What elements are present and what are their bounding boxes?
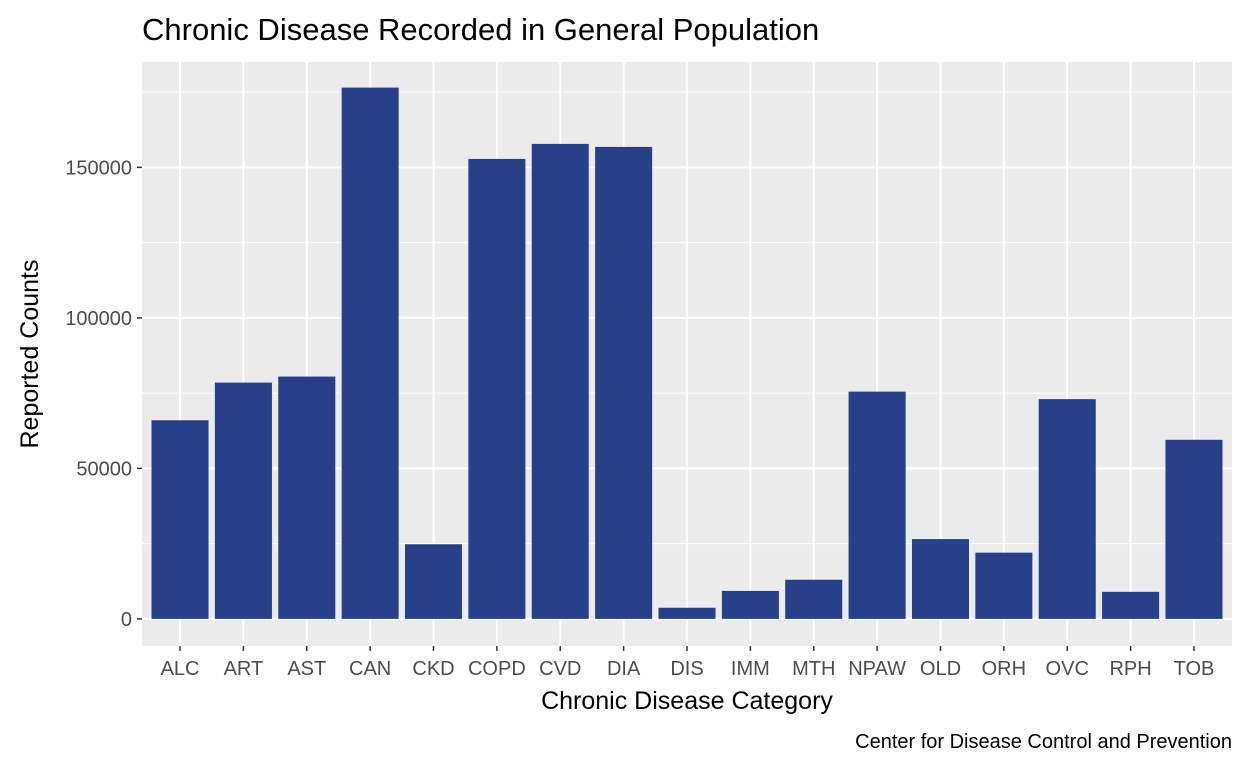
bar-dia — [595, 146, 653, 619]
bar-imm — [721, 590, 779, 619]
x-tick-label: COPD — [468, 658, 526, 680]
bars — [151, 87, 1223, 619]
x-tick-label: TOB — [1174, 658, 1215, 680]
y-tick-label: 150000 — [65, 157, 132, 179]
x-tick-label: CAN — [349, 658, 391, 680]
bar-dis — [658, 607, 716, 619]
chart-caption: Center for Disease Control and Preventio… — [855, 731, 1232, 753]
y-tick-label: 0 — [121, 609, 132, 631]
x-tick-label: IMM — [731, 658, 770, 680]
x-tick-label: MTH — [792, 658, 835, 680]
y-tick-label: 100000 — [65, 308, 132, 330]
bar-ast — [278, 376, 336, 619]
x-tick-label: AST — [287, 658, 326, 680]
x-tick-label: NPAW — [848, 658, 906, 680]
x-axis: ALC ART AST CAN CKD COPD CVD DIA DIS IMM MTH NPAW OL… — [161, 646, 1215, 680]
bar-old — [911, 539, 970, 619]
x-tick-label: CVD — [539, 658, 581, 680]
bar-npaw — [848, 391, 906, 619]
chart-title: Chronic Disease Recorded in General Popu… — [142, 12, 819, 47]
bar-cvd — [531, 143, 589, 619]
bar-rph — [1102, 591, 1160, 619]
x-tick-label: OVC — [1046, 658, 1089, 680]
bar-alc — [151, 420, 209, 619]
x-axis-title: Chronic Disease Category — [541, 687, 833, 715]
x-tick-label: OLD — [920, 658, 961, 680]
x-tick-label: ALC — [161, 658, 200, 680]
bar-copd — [468, 158, 526, 619]
x-tick-label: CKD — [412, 658, 454, 680]
x-tick-label: ORH — [982, 658, 1026, 680]
x-tick-label: DIS — [670, 658, 703, 680]
bar-ovc — [1038, 399, 1096, 619]
x-tick-label: DIA — [607, 658, 641, 680]
bar-orh — [975, 552, 1033, 619]
bar-art — [214, 382, 272, 619]
bar-mth — [785, 579, 843, 619]
y-axis: 0 50000 100000 150000 — [65, 157, 142, 631]
x-tick-label: RPH — [1109, 658, 1151, 680]
bar-tob — [1165, 439, 1223, 619]
y-tick-label: 50000 — [76, 458, 132, 480]
y-axis-title: Reported Counts — [16, 259, 44, 448]
bar-can — [341, 87, 399, 619]
bar-ckd — [404, 544, 463, 619]
x-tick-label: ART — [224, 658, 264, 680]
